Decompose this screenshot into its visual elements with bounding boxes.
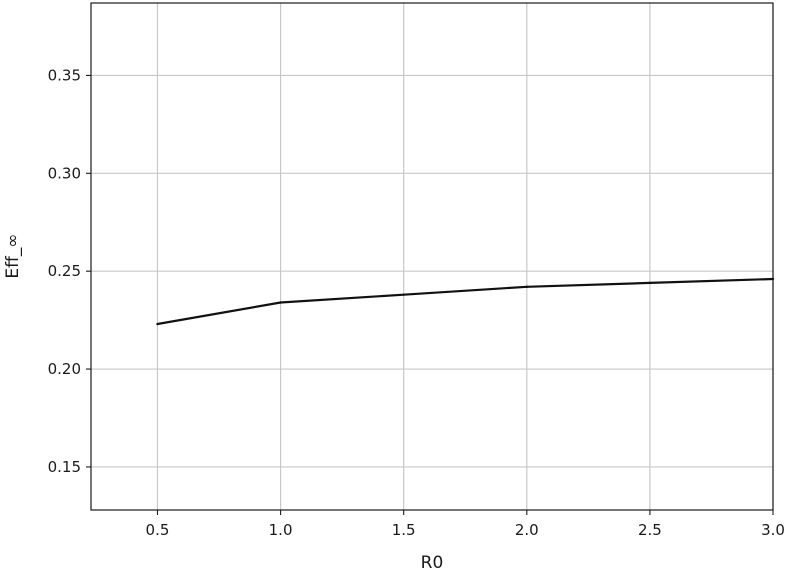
- y-tick-label: 0.25: [48, 262, 81, 280]
- data-point: [402, 293, 405, 296]
- x-tick-label: 3.0: [761, 521, 785, 539]
- data-point: [525, 285, 528, 289]
- data-point: [648, 281, 652, 285]
- y-tick-label: 0.20: [48, 360, 81, 378]
- x-tick-label: 2.5: [638, 521, 662, 539]
- plot-background: [91, 3, 773, 510]
- data-point: [156, 322, 159, 326]
- y-tick-label: 0.35: [48, 66, 81, 84]
- x-tick-label: 1.0: [269, 521, 293, 539]
- y-axis-ticks: 0.15 0.20 0.25 0.30 0.35: [48, 66, 91, 476]
- y-tick-label: 0.30: [48, 164, 81, 182]
- x-tick-label: 1.5: [392, 521, 416, 539]
- x-axis-label: R0: [421, 553, 444, 573]
- y-tick-label: 0.15: [48, 458, 81, 476]
- series-group: [156, 277, 775, 326]
- y-axis-label: Eff_∞: [3, 233, 23, 278]
- plot-frame: [90, 2, 774, 511]
- data-point: [279, 301, 282, 304]
- x-axis-ticks: 0.5 1.0 1.5 2.0 2.5 3.0: [146, 510, 785, 539]
- x-tick-label: 2.0: [515, 521, 539, 539]
- x-tick-label: 0.5: [146, 521, 170, 539]
- series-line: [157, 277, 774, 326]
